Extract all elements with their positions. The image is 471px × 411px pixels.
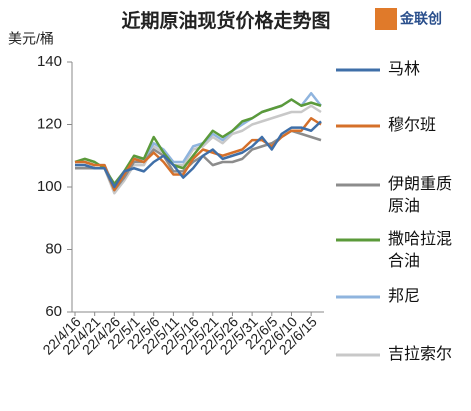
series-line [74,98,322,186]
series-line [75,92,322,189]
logo: 金联创 [399,11,442,27]
legend-label: 马林 [388,61,421,78]
y-tick-label: 140 [37,53,62,70]
legend-label: 吉拉索尔 [388,346,453,363]
y-tick-label: 100 [37,178,62,195]
legend-label: 撒哈拉混合油 [388,231,453,270]
legend-label: 邦尼 [388,288,421,305]
legend-label: 伊朗重质原油 [388,176,453,215]
logo-icon [375,8,397,30]
y-tick-label: 120 [37,115,62,132]
y-tick-label: 80 [45,240,62,257]
y-axis-label: 美元/桶 [8,31,54,47]
chart-title: 近期原油现货价格走势图 [121,9,330,32]
series-line [75,120,322,189]
legend-label: 穆尔班 [388,117,437,134]
y-tick-label: 60 [45,303,62,320]
